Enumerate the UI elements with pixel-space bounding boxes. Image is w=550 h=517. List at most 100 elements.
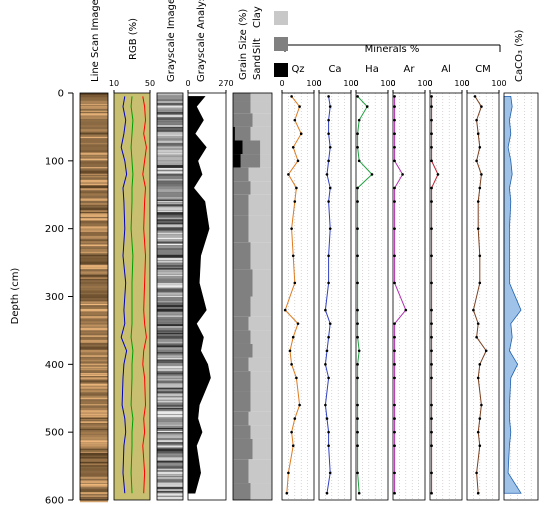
core-stripe (157, 431, 183, 433)
legend-label: Clay (252, 6, 263, 28)
track-frame (429, 92, 463, 501)
core-stripe (157, 118, 183, 120)
core-stripe (80, 203, 108, 206)
legend-swatch (274, 11, 288, 25)
mineral-point (328, 145, 332, 149)
legend-swatch (274, 63, 288, 77)
mineral-point (356, 95, 359, 98)
core-stripe (157, 265, 183, 267)
core-stripe (157, 375, 183, 379)
mineral-point (290, 95, 293, 98)
core-stripe (80, 316, 108, 319)
core-stripe (157, 424, 183, 427)
grain-segment (233, 296, 251, 317)
core-stripe (157, 245, 183, 248)
x-tick-label: 0 (353, 79, 358, 88)
core-stripe (80, 113, 108, 116)
mineral-point (393, 227, 396, 230)
mineral-point (293, 200, 297, 203)
core-stripe (80, 299, 108, 301)
core-stripe (80, 188, 108, 191)
core-stripe (157, 348, 183, 350)
core-stripe (80, 369, 108, 372)
grain-segment (260, 140, 272, 155)
core-stripe (80, 100, 108, 104)
core-stripe (80, 235, 108, 239)
mineral-point (293, 281, 297, 285)
core-stripe (80, 194, 108, 196)
grain-segment (250, 330, 272, 344)
core-stripe (80, 306, 108, 308)
mineral-point (327, 132, 330, 135)
core-stripe (157, 292, 183, 295)
mineral-point (324, 308, 327, 312)
mineral-point (430, 227, 433, 230)
mineral-point (430, 491, 433, 495)
data-line (120, 96, 128, 494)
y-tick-label: 600 (45, 496, 64, 507)
core-stripe (80, 448, 108, 451)
grain-segment (233, 425, 251, 439)
core-stripe (80, 119, 108, 122)
core-stripe (80, 129, 108, 132)
core-stripe (157, 129, 183, 132)
series-name: Al (441, 64, 451, 75)
core-stripe (80, 431, 108, 435)
core-stripe (80, 452, 108, 456)
mineral-point (295, 186, 298, 190)
grain-segment (252, 343, 272, 358)
mineral-point (393, 376, 396, 380)
core-stripe (157, 453, 183, 456)
grain-segment (233, 391, 251, 412)
data-line (142, 96, 147, 494)
track-title: Line Scan Image (90, 0, 101, 82)
core-stripe (80, 97, 108, 100)
mineral-point (480, 105, 483, 108)
y-tick-label: 300 (45, 292, 64, 303)
core-stripe (80, 152, 108, 155)
mineral-point (290, 227, 293, 230)
core-stripe (157, 260, 183, 263)
core-stripe (157, 295, 183, 298)
grain-segment (250, 93, 272, 102)
mineral-point (475, 159, 478, 163)
x-tick-label: 100 (491, 79, 506, 88)
grain-segment (250, 391, 272, 412)
core-stripe (157, 202, 183, 205)
core-stripe (80, 407, 108, 411)
mineral-point (430, 417, 433, 420)
mineral-point (291, 335, 295, 339)
mineral-point (476, 491, 480, 495)
core-stripe (157, 428, 183, 430)
core-stripe (157, 110, 183, 112)
mineral-point (430, 254, 433, 258)
core-stripe (80, 363, 108, 366)
core-stripe (80, 335, 108, 338)
core-stripe (157, 442, 183, 445)
core-stripe (80, 155, 108, 158)
core-stripe (80, 307, 108, 309)
mineral-point (356, 322, 359, 325)
data-line (130, 96, 134, 494)
core-stripe (157, 330, 183, 332)
core-stripe (80, 458, 108, 462)
core-stripe (157, 162, 183, 165)
core-stripe (157, 324, 183, 326)
core-stripe (80, 278, 108, 281)
x-tick-label: 0 (464, 79, 469, 88)
core-stripe (80, 246, 108, 248)
mineral-point (356, 145, 359, 149)
mineral-point (430, 444, 433, 448)
core-stripe (157, 192, 183, 196)
core-stripe (80, 116, 108, 119)
track-frame (113, 92, 151, 501)
grain-segment (233, 154, 241, 168)
grain-segment (233, 459, 249, 484)
core-stripe (80, 136, 108, 139)
core-stripe (157, 477, 183, 479)
core-stripe (80, 467, 108, 471)
grain-segment (233, 316, 249, 331)
core-stripe (157, 107, 183, 110)
core-stripe (80, 285, 108, 289)
mineral-point (430, 281, 433, 285)
